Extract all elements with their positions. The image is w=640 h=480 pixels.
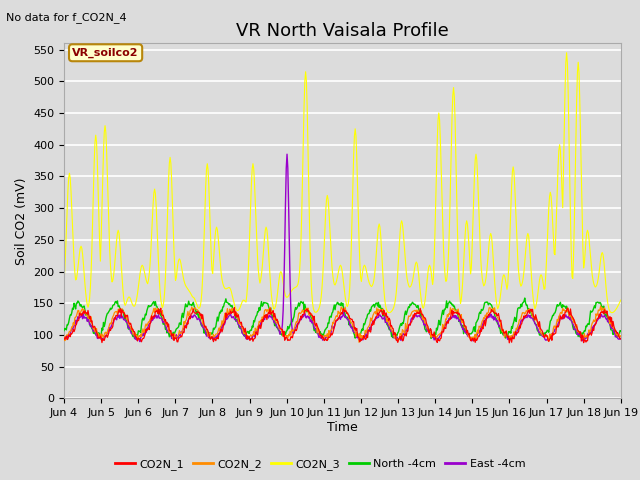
X-axis label: Time: Time — [327, 421, 358, 434]
Legend: CO2N_1, CO2N_2, CO2N_3, North -4cm, East -4cm: CO2N_1, CO2N_2, CO2N_3, North -4cm, East… — [111, 455, 529, 474]
Title: VR North Vaisala Profile: VR North Vaisala Profile — [236, 22, 449, 40]
Text: VR_soilco2: VR_soilco2 — [72, 48, 139, 58]
Y-axis label: Soil CO2 (mV): Soil CO2 (mV) — [15, 177, 28, 264]
Text: No data for f_CO2N_4: No data for f_CO2N_4 — [6, 12, 127, 23]
